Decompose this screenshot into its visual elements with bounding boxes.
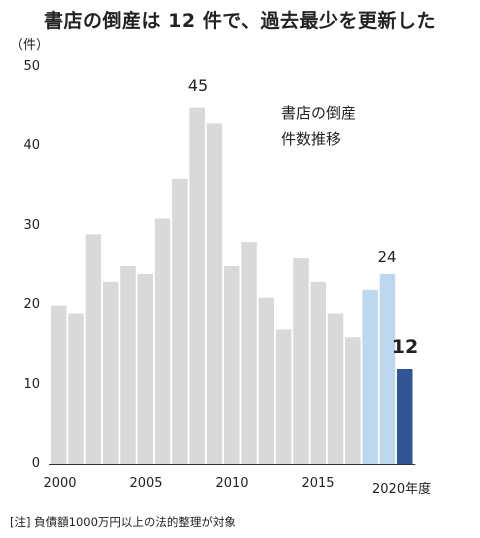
bar-2018 (362, 289, 378, 464)
bar-2009 (206, 123, 223, 465)
bar-2017 (345, 337, 361, 464)
data-label-2020: 12 (391, 336, 419, 358)
bar-2011 (241, 242, 257, 464)
x-tick-label: 2020年度 (372, 482, 432, 497)
y-tick-label: 20 (23, 297, 40, 312)
bar-2015 (310, 281, 326, 464)
bar-2001 (68, 313, 84, 464)
x-tick-label: 2010 (215, 476, 249, 491)
annotation-line-1: 書店の倒産 (281, 104, 357, 122)
y-tick-label: 50 (23, 59, 40, 74)
data-label-2008: 45 (187, 76, 209, 95)
bar-2007 (172, 178, 188, 464)
bar-2002 (85, 234, 102, 464)
annotation-line-2: 件数推移 (281, 130, 342, 148)
bar-2012 (258, 297, 275, 464)
bar-2013 (275, 329, 292, 464)
data-label-2019: 24 (377, 248, 397, 266)
bar-2004 (120, 266, 136, 464)
x-tick-label: 2000 (43, 476, 77, 491)
bar-2008 (189, 107, 205, 464)
y-tick-label: 40 (23, 138, 40, 153)
bar-2019 (379, 273, 396, 464)
x-tick-label: 2015 (301, 476, 335, 491)
bar-2005 (137, 273, 153, 464)
y-tick-label: 10 (23, 377, 40, 392)
chart-title: 書店の倒産は 12 件で、過去最少を更新した (44, 10, 436, 32)
bar-2003 (102, 281, 119, 464)
x-tick-label: 2005 (129, 476, 163, 491)
y-axis-unit: （件） (10, 38, 50, 53)
y-tick-label: 30 (23, 218, 40, 233)
bar-2006 (154, 218, 171, 464)
bar-2014 (293, 258, 309, 464)
y-tick-label: 0 (31, 456, 40, 471)
bar-2020 (397, 369, 413, 464)
footnote: [注] 負債額1000万円以上の法的整理が対象 (10, 515, 236, 529)
bar-2000 (51, 305, 67, 464)
bar-2016 (327, 313, 344, 464)
bar-2010 (224, 266, 240, 464)
chart-annotation: 書店の倒産 件数推移 (281, 100, 356, 152)
